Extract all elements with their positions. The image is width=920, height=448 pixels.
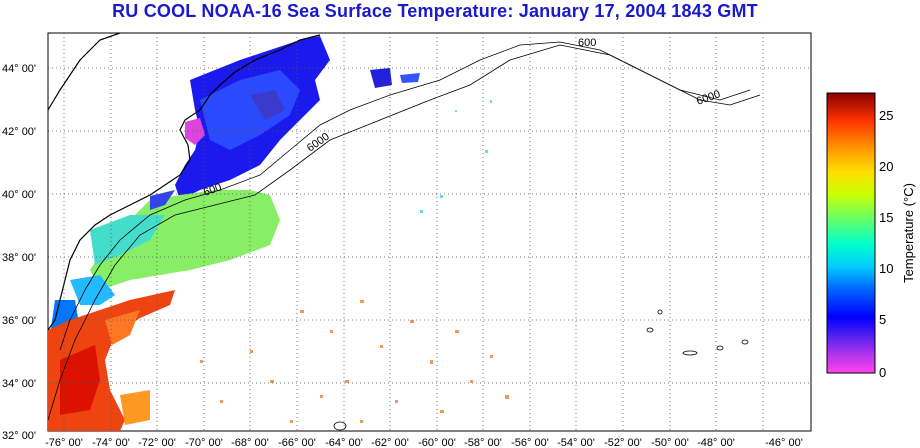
- lon-label: -64° 00': [325, 437, 363, 448]
- lon-label: -60° 00': [418, 437, 456, 448]
- lon-label: -58° 00': [464, 437, 502, 448]
- latitude-labels: 44° 00' 42° 00' 40° 00' 38° 00' 36° 00' …: [2, 63, 36, 442]
- colorbar-tick: 5: [879, 312, 886, 327]
- lon-label: -56° 00': [511, 437, 549, 448]
- colorbar-label: Temperature (°C): [901, 183, 916, 283]
- lon-label: -62° 00': [371, 437, 409, 448]
- map-title: RU COOL NOAA-16 Sea Surface Temperature:…: [112, 1, 758, 21]
- lat-label: 42° 00': [2, 126, 36, 138]
- lon-label: -46° 00': [765, 437, 803, 448]
- colorbar-tick: 25: [879, 108, 893, 123]
- isobath-label-600-east: 600: [578, 37, 596, 49]
- sst-data-layer: [48, 33, 761, 431]
- lon-label: -52° 00': [604, 437, 642, 448]
- colorbar-tick: 10: [879, 261, 893, 276]
- longitude-labels: -76° 00' -74° 00' -72° 00' -70° 00' -68°…: [45, 437, 803, 448]
- colorbar-ticks: 25 20 15 10 5 0: [879, 108, 893, 380]
- lon-label: -76° 00': [45, 437, 83, 448]
- lon-label: -70° 00': [185, 437, 223, 448]
- lon-label: -68° 00': [231, 437, 269, 448]
- colorbar-tick: 20: [879, 159, 893, 174]
- colorbar-tick: 0: [879, 365, 886, 380]
- lat-label: 34° 00': [2, 378, 36, 390]
- lat-label: 32° 00': [2, 430, 36, 442]
- lat-label: 40° 00': [2, 189, 36, 201]
- lon-label: -66° 00': [278, 437, 316, 448]
- coastline: [48, 33, 321, 331]
- colorbar-tick: 15: [879, 210, 893, 225]
- lon-label: -74° 00': [92, 437, 130, 448]
- lon-label: -72° 00': [138, 437, 176, 448]
- lat-label: 36° 00': [2, 315, 36, 327]
- lon-label: -54° 00': [557, 437, 595, 448]
- lon-label: -50° 00': [651, 437, 689, 448]
- cold-pink-region: [185, 118, 205, 145]
- lat-label: 38° 00': [2, 252, 36, 264]
- colorbar: [826, 92, 876, 374]
- lat-label: 44° 00': [2, 63, 36, 75]
- isobath-6000: [48, 44, 761, 421]
- isobath-label-600: 600: [202, 181, 223, 199]
- lon-label: -48° 00': [697, 437, 735, 448]
